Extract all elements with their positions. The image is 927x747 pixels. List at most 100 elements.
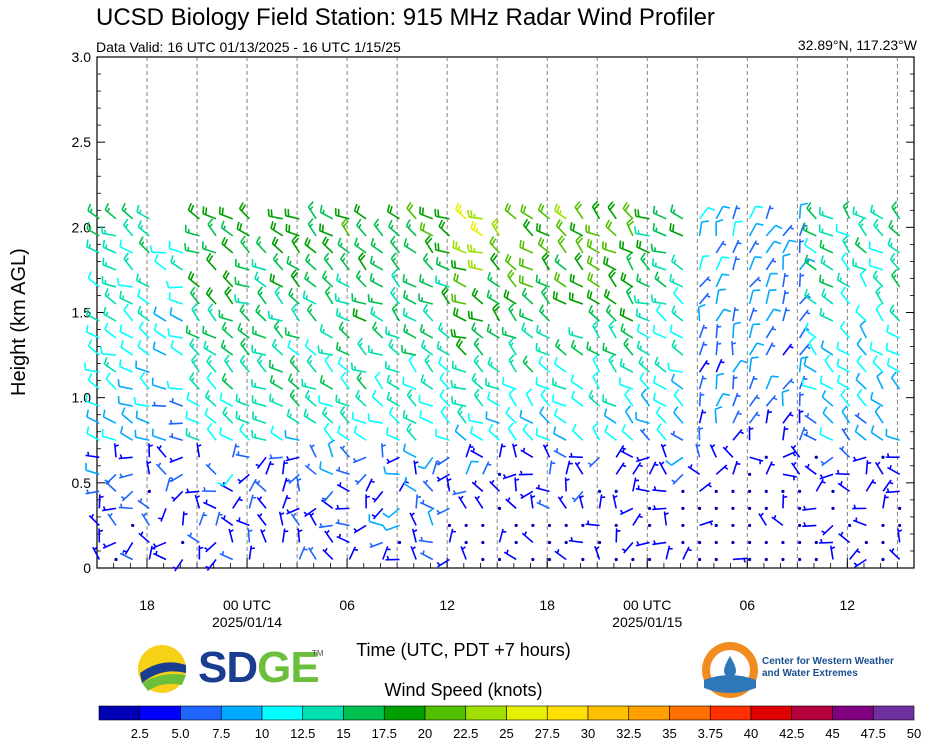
barb-feather (257, 286, 264, 294)
barb-half-feather (102, 543, 107, 548)
barb-half-feather (672, 430, 676, 436)
barb-half-feather (803, 522, 807, 527)
barb-staff (782, 378, 793, 390)
barb-half-feather (306, 413, 309, 418)
barb-staff (219, 433, 234, 441)
barb-half-feather (322, 209, 325, 214)
barb-feather (370, 237, 375, 246)
wind-barb (854, 412, 867, 424)
barb-half-feather (756, 278, 762, 282)
barb-half-feather (195, 495, 201, 499)
barb-feather (819, 375, 823, 383)
barb-half-feather (191, 291, 196, 296)
barb-staff (306, 309, 317, 322)
colorbar-swatch (302, 705, 344, 721)
wind-barb (355, 389, 367, 407)
barb-staff (604, 414, 617, 424)
wind-barb (466, 244, 483, 254)
wind-barb (699, 482, 712, 492)
wind-barb (650, 294, 667, 305)
barb-feather (604, 424, 609, 433)
barb-half-feather (390, 224, 394, 230)
barb-half-feather (192, 359, 197, 364)
barb-staff (870, 348, 884, 356)
barb-staff (748, 290, 754, 305)
wind-barb (340, 371, 351, 390)
wind-barb (586, 255, 600, 271)
barb-staff (504, 209, 517, 220)
barb-feather (803, 357, 807, 366)
barb-staff (471, 379, 484, 390)
barb-staff (568, 539, 583, 544)
barb-feather (589, 273, 594, 282)
barb-staff (439, 395, 451, 407)
wind-barb (236, 517, 250, 527)
barb-feather (470, 260, 473, 268)
barb-half-feather (188, 329, 191, 334)
barb-staff (670, 210, 684, 220)
calm-dot (114, 557, 118, 562)
barb-feather (403, 476, 408, 485)
barb-staff (256, 456, 267, 469)
wind-barb (535, 484, 550, 493)
wind-barb (369, 541, 384, 549)
barb-half-feather (140, 531, 144, 536)
barb-feather (104, 322, 109, 330)
wind-barb (640, 388, 651, 407)
barb-staff (252, 351, 267, 356)
barb-staff (256, 496, 267, 509)
barb-feather (870, 391, 874, 400)
wind-barb (612, 494, 618, 509)
barb-half-feather (223, 326, 228, 332)
wind-barb (535, 274, 550, 288)
barb-feather (621, 424, 626, 432)
calm-dot (798, 557, 802, 562)
wind-barb (521, 531, 534, 544)
barb-feather (521, 287, 527, 295)
wind-barb (169, 398, 183, 407)
wind-barb (715, 205, 731, 220)
barb-half-feather (475, 359, 480, 364)
wind-barb (154, 254, 167, 271)
wind-barb (185, 224, 200, 237)
barb-staff (101, 352, 117, 356)
barb-staff (632, 513, 642, 526)
wind-barb (632, 462, 643, 475)
barb-staff (835, 472, 850, 476)
barb-feather (721, 256, 730, 259)
barb-staff (640, 258, 651, 271)
barb-staff (238, 473, 250, 485)
barb-feather (836, 341, 840, 349)
wind-barb (238, 202, 250, 220)
wind-barb (204, 389, 217, 407)
wind-barb (138, 236, 150, 254)
barb-half-feather (359, 342, 363, 347)
wind-barb (748, 222, 764, 237)
wind-barb (670, 430, 684, 441)
barb-staff (586, 296, 600, 305)
barb-half-feather (310, 444, 315, 449)
barb-staff (470, 432, 484, 441)
wind-barb (715, 218, 724, 236)
barb-staff (324, 530, 334, 543)
barb-staff (873, 224, 884, 237)
wind-barb (427, 507, 435, 526)
barb-feather (840, 388, 846, 396)
barb-feather (806, 201, 812, 209)
barb-staff (222, 276, 234, 288)
colorbar-label: 22.5 (453, 726, 478, 741)
barb-staff (536, 434, 550, 441)
barb-feather (217, 482, 225, 487)
wind-barb (152, 541, 167, 549)
wind-barb (204, 407, 217, 424)
barb-staff (85, 400, 100, 407)
barb-half-feather (724, 466, 729, 470)
barb-feather (789, 239, 797, 243)
barb-feather (471, 460, 479, 463)
colorbar-label: 3.75 (698, 726, 723, 741)
wind-barb (190, 354, 201, 373)
wind-barb (87, 203, 100, 220)
colorbar-label: 5.0 (171, 726, 189, 741)
wind-barb (667, 362, 684, 373)
